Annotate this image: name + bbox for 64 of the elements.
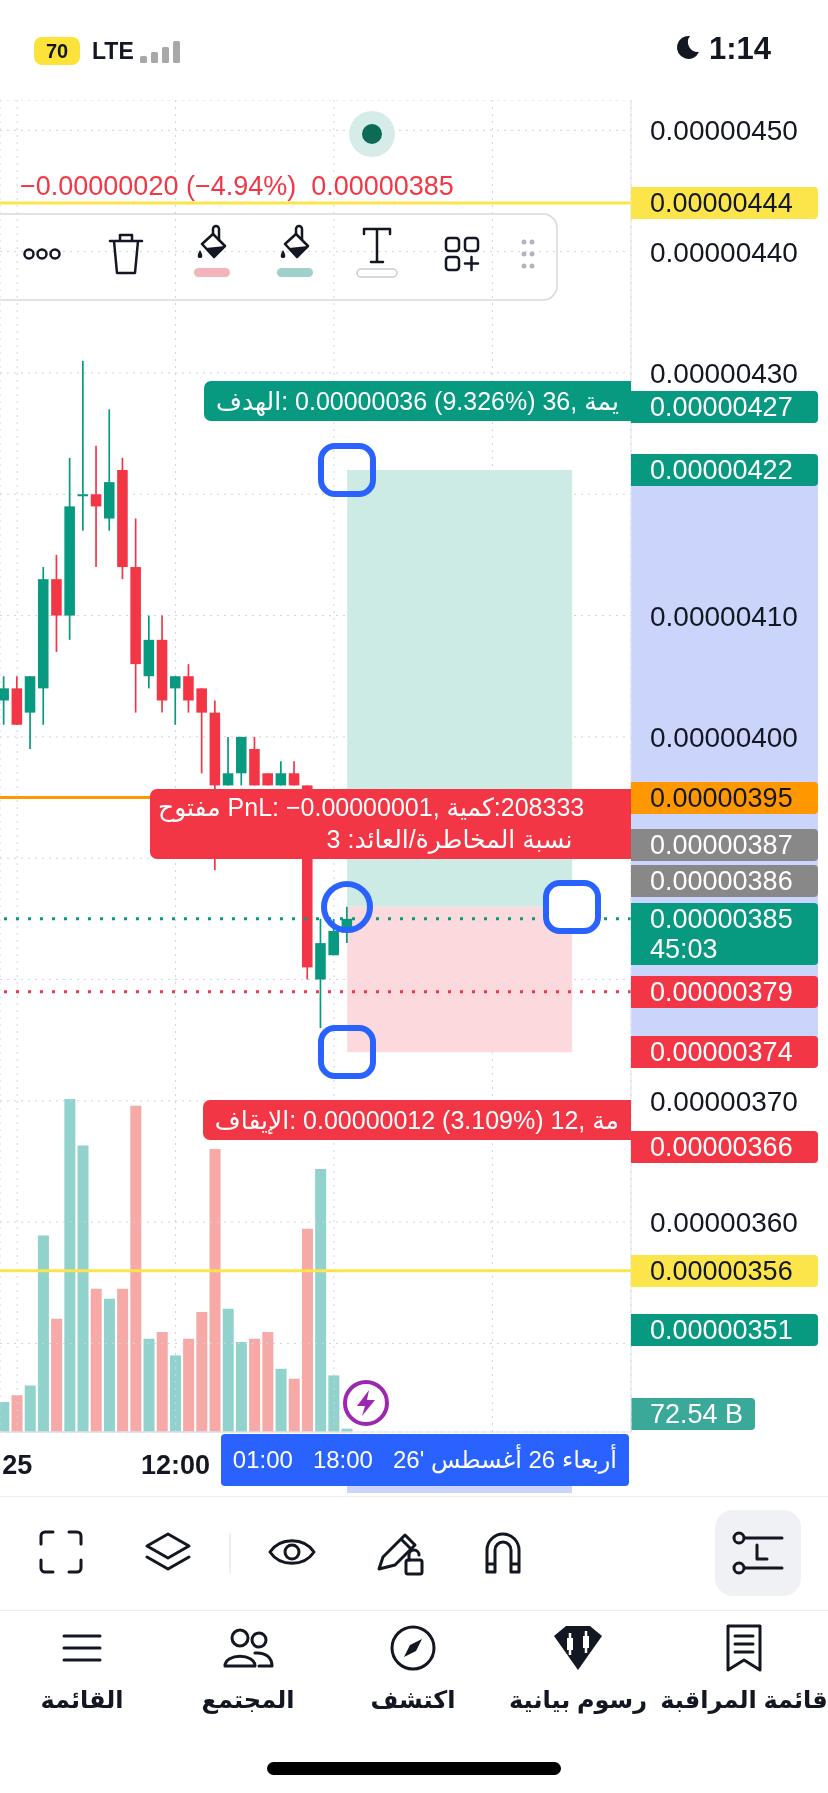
y-tick-label: 0.00000360: [650, 1207, 798, 1239]
ref-line-label: 0.00000379: [631, 975, 818, 1008]
y-tick-label: 0.00000370: [650, 1085, 798, 1117]
bar: [289, 1378, 301, 1432]
bar: [183, 1338, 195, 1432]
bar: [38, 1235, 50, 1432]
text: 0.00000374: [631, 1036, 818, 1068]
text: قائمة المراقبة: [660, 1686, 828, 1713]
bar: [91, 1288, 103, 1432]
bar: [209, 1148, 221, 1432]
y-tick-label: 0.00000400: [650, 721, 798, 753]
bar: [236, 1342, 248, 1432]
bar: [77, 1145, 89, 1432]
text: −0.00000020 (−4.94%) 0.00000385: [20, 170, 454, 203]
bar: [143, 1338, 155, 1432]
ref-line-label: 0.00000444: [631, 187, 818, 220]
text: 0.00000387: [631, 829, 818, 861]
text: 72.54 B: [631, 1398, 756, 1430]
text: LTE: [92, 37, 134, 66]
bar: [249, 1338, 261, 1432]
text: 0.00000386: [631, 865, 818, 897]
bar: [328, 1375, 340, 1432]
bar: [25, 1385, 37, 1432]
bar: [196, 1312, 208, 1432]
text: 70: [34, 37, 80, 65]
text: رسوم بيانية: [509, 1686, 647, 1713]
annotation: نسبة المخاطرة/العائد: 3: [325, 823, 574, 855]
bar: [11, 1395, 23, 1432]
y-tick-label: 0.00000440: [650, 236, 798, 268]
bar: [275, 1368, 287, 1432]
bar: [130, 1105, 142, 1432]
bar: [170, 1355, 182, 1432]
bar: [117, 1288, 129, 1432]
bar: [223, 1308, 235, 1432]
x-tick-label: 12:00: [141, 1450, 211, 1481]
bar: [51, 1318, 63, 1432]
text: 1:14: [709, 30, 772, 68]
ref-line-label: 0.00000356: [631, 1254, 818, 1287]
candlestick: [275, 760, 287, 787]
y-tick-label: 0.00000410: [650, 600, 798, 632]
bar: [64, 1099, 76, 1432]
y-tick-label: 0.00000450: [650, 115, 798, 147]
text: 0.00000351: [631, 1314, 818, 1346]
candlestick: [222, 736, 234, 787]
candlestick: [169, 675, 181, 726]
text: 0.00000366: [631, 1131, 818, 1163]
text: أربعاء 26 أغسطس '26 18:00 01:00: [220, 1434, 629, 1486]
bar: [157, 1332, 169, 1432]
text: 0.00000427: [631, 391, 818, 423]
bar: [104, 1298, 116, 1432]
bar: [302, 1228, 314, 1432]
text: اكتشف: [370, 1686, 456, 1713]
x-tick-label: 25: [2, 1450, 33, 1481]
candlestick: [90, 444, 102, 568]
y-tick-label: 0.00000430: [650, 357, 798, 389]
text: 0.00000422: [631, 454, 818, 486]
text: القائمة: [39, 1685, 125, 1715]
bar: [315, 1168, 327, 1432]
bar: [262, 1332, 274, 1432]
ref-line-label: 0.00000395: [631, 781, 818, 814]
candlestick: [288, 760, 300, 787]
candlestick: [77, 359, 89, 532]
ref-line-label: 0.00000385 45:03: [631, 902, 818, 965]
text: المجتمع: [200, 1685, 296, 1716]
